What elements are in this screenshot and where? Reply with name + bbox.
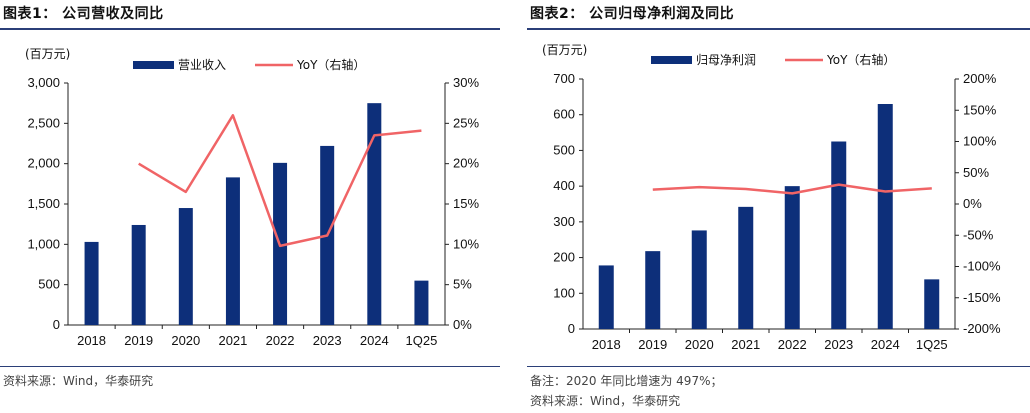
- x-tick-label: 2021: [731, 337, 760, 352]
- left-tick-label: 400: [553, 178, 575, 193]
- right-tick-label: 50%: [963, 165, 989, 180]
- left-tick-label: 0: [568, 321, 575, 336]
- source-note: 资料来源：Wind，华泰研究: [530, 394, 681, 408]
- left-tick-label: 300: [553, 214, 575, 229]
- left-tick-label: 700: [553, 71, 575, 86]
- title-divider: [527, 28, 1030, 30]
- legend-bar-label: 归母净利润: [696, 53, 756, 67]
- right-tick-label: 0%: [453, 317, 472, 332]
- x-tick-label: 2021: [218, 333, 247, 348]
- bar: [225, 177, 240, 325]
- bar: [178, 208, 193, 325]
- bar: [367, 103, 382, 326]
- left-tick-label: 600: [553, 107, 575, 122]
- footer-divider: [527, 366, 1030, 367]
- x-tick-label: 2020: [685, 337, 714, 352]
- right-tick-label: -100%: [963, 259, 1001, 274]
- bar: [414, 280, 429, 325]
- x-tick-label: 2024: [360, 333, 389, 348]
- title-divider: [0, 28, 500, 30]
- bar: [877, 104, 893, 329]
- bar: [598, 265, 614, 329]
- x-tick-label: 2022: [778, 337, 807, 352]
- x-tick-label: 2020: [171, 333, 200, 348]
- left-tick-label: 2,500: [27, 115, 60, 130]
- left-tick-label: 200: [553, 250, 575, 265]
- x-tick-label: 2024: [871, 337, 900, 352]
- source-note: 资料来源：Wind，华泰研究: [3, 374, 154, 388]
- legend-line-label: YoY（右轴）: [826, 52, 895, 67]
- bar: [131, 224, 146, 325]
- right-tick-label: 10%: [453, 236, 479, 251]
- left-tick-label: 500: [553, 142, 575, 157]
- left-tick-label: 500: [38, 277, 60, 292]
- chart-title: 图表2： 公司归母净利润及同比: [530, 6, 735, 22]
- x-tick-label: 1Q25: [916, 337, 948, 352]
- net-profit-chart: 0 100 200 300 400 500 600 700 -200% -150% -100% -50…: [542, 43, 1001, 352]
- chart-title: 图表1： 公司营收及同比: [3, 6, 164, 22]
- x-tick-label: 2022: [266, 333, 295, 348]
- bar: [645, 251, 661, 329]
- right-tick-label: -150%: [963, 290, 1001, 305]
- right-tick-label: 150%: [963, 102, 997, 117]
- left-tick-label: 1,500: [27, 196, 60, 211]
- bar: [691, 230, 707, 329]
- left-tick-label: 1,000: [27, 236, 60, 251]
- left-unit-label: (百万元): [542, 43, 587, 57]
- x-tick-label: 1Q25: [406, 333, 438, 348]
- right-tick-label: 25%: [453, 115, 479, 130]
- right-tick-label: 15%: [453, 196, 479, 211]
- left-tick-label: 0: [53, 317, 60, 332]
- x-tick-label: 2019: [638, 337, 667, 352]
- legend-bar-label: 营业收入: [178, 58, 226, 72]
- legend-line-label: YoY（右轴）: [296, 57, 365, 72]
- right-tick-label: 30%: [453, 75, 479, 90]
- footer-divider: [0, 366, 500, 367]
- right-tick-label: -50%: [963, 227, 994, 242]
- x-tick-label: 2019: [124, 333, 153, 348]
- x-tick-label: 2023: [313, 333, 342, 348]
- right-tick-label: 200%: [963, 71, 997, 86]
- bar: [84, 241, 99, 325]
- legend-bar-swatch: [651, 56, 692, 64]
- left-tick-label: 3,000: [27, 75, 60, 90]
- remark-note: 备注：2020 年同比增速为 497%；: [530, 374, 723, 388]
- chart-panel-revenue: 图表1： 公司营收及同比 0 500 1,000 1,500 2,000 2,500 3,0…: [0, 0, 500, 413]
- bar: [924, 279, 940, 329]
- chart-panel-net-profit: 图表2： 公司归母净利润及同比 0 100 200 300 400 500 600 700 -2…: [527, 0, 1030, 413]
- legend-bar-swatch: [133, 61, 174, 69]
- revenue-chart: 0 500 1,000 1,500 2,000 2,500 3,000 0% 5% 10% 15% 2…: [25, 47, 479, 348]
- bar: [784, 186, 800, 329]
- x-tick-label: 2023: [824, 337, 853, 352]
- x-tick-label: 2018: [77, 333, 106, 348]
- right-tick-label: 20%: [453, 156, 479, 171]
- right-tick-label: 100%: [963, 134, 997, 149]
- bar: [831, 141, 847, 329]
- x-tick-label: 2018: [592, 337, 621, 352]
- left-unit-label: (百万元): [25, 47, 70, 61]
- left-tick-label: 2,000: [27, 156, 60, 171]
- right-tick-label: 5%: [453, 277, 472, 292]
- right-tick-label: 0%: [963, 196, 982, 211]
- left-tick-label: 100: [553, 285, 575, 300]
- bar: [738, 206, 754, 329]
- right-tick-label: -200%: [963, 321, 1001, 336]
